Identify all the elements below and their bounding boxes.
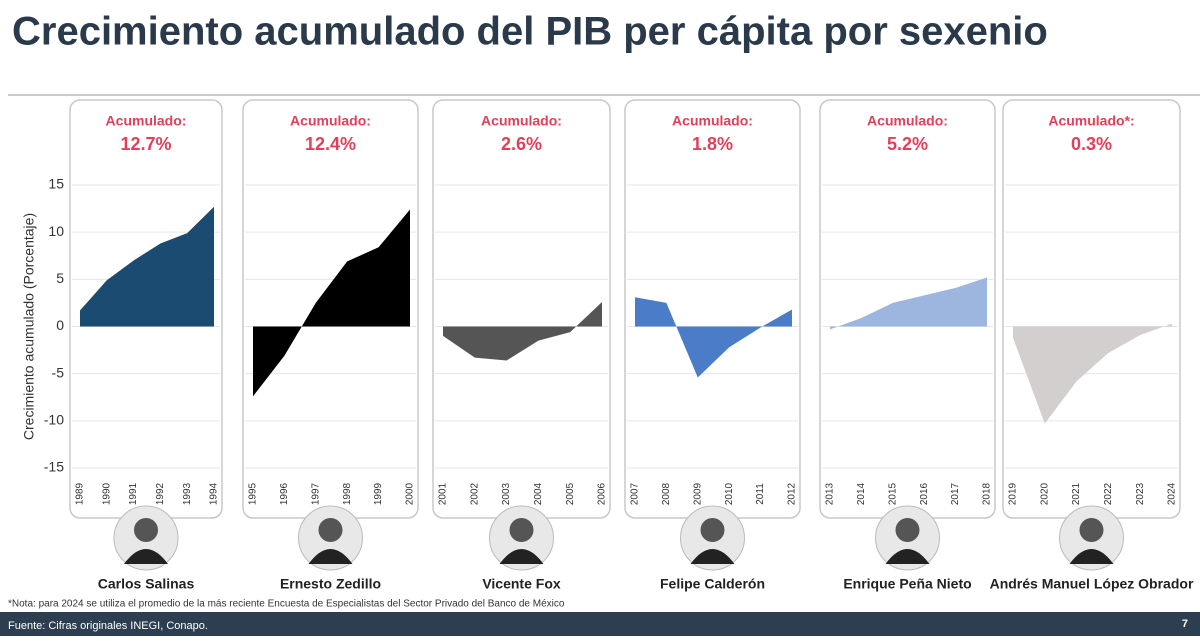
x-tick-label: 2007 <box>630 482 641 505</box>
accumulated-label: Acumulado: <box>867 113 948 129</box>
president-name: Vicente Fox <box>482 576 561 592</box>
y-tick-label: -15 <box>44 459 64 475</box>
x-tick-label: 2022 <box>1103 482 1114 505</box>
accumulated-value: 0.3% <box>1071 134 1112 154</box>
portrait-head <box>895 518 920 542</box>
x-tick-label: 2024 <box>1167 482 1178 505</box>
x-tick-label: 1994 <box>209 482 220 505</box>
x-tick-label: 1998 <box>342 482 353 505</box>
x-tick-label: 1999 <box>373 482 384 505</box>
slide-title: Crecimiento acumulado del PIB per cápita… <box>12 10 1048 54</box>
x-tick-label: 2000 <box>405 482 416 505</box>
portrait-body <box>308 549 353 564</box>
x-tick-label: 2009 <box>692 482 703 505</box>
x-tick-label: 1991 <box>128 482 139 505</box>
x-tick-label: 2001 <box>438 482 449 505</box>
y-tick-label: 5 <box>56 270 64 286</box>
x-tick-label: 2015 <box>887 482 898 505</box>
president-name: Enrique Peña Nieto <box>843 576 971 592</box>
x-tick-label: 2014 <box>856 482 867 505</box>
portrait-body <box>1069 549 1114 564</box>
y-tick-label: 10 <box>48 223 64 239</box>
accumulated-label: Acumulado: <box>481 113 562 129</box>
area <box>443 301 602 361</box>
x-tick-label: 1992 <box>155 482 166 505</box>
x-tick-label: 2003 <box>501 482 512 505</box>
president-name: Felipe Calderón <box>660 576 765 592</box>
x-tick-label: 2020 <box>1039 482 1050 505</box>
x-tick-label: 2002 <box>469 482 480 505</box>
accumulated-label: Acumulado: <box>672 113 753 129</box>
x-tick-label: 2012 <box>787 482 798 505</box>
y-axis-title: Crecimiento acumulado (Porcentaje) <box>21 213 37 440</box>
area <box>1013 323 1172 424</box>
accumulated-label: Acumulado: <box>290 113 371 129</box>
x-tick-label: 1989 <box>75 482 86 505</box>
area <box>830 277 987 330</box>
x-tick-label: 2017 <box>950 482 961 505</box>
source: Fuente: Cifras originales INEGI, Conapo. <box>8 620 208 632</box>
accumulated-value: 5.2% <box>887 134 928 154</box>
x-tick-label: 2011 <box>755 483 766 505</box>
portrait-body <box>124 549 168 564</box>
accumulated-value: 2.6% <box>501 134 542 154</box>
accumulated-value: 12.7% <box>120 134 171 154</box>
page-number: 7 <box>1182 618 1188 630</box>
president-name: Ernesto Zedillo <box>280 576 381 592</box>
x-tick-label: 1990 <box>101 482 112 505</box>
x-tick-label: 2021 <box>1071 482 1082 505</box>
x-tick-label: 1997 <box>310 482 321 505</box>
panel-card <box>1002 99 1181 519</box>
accumulated-value: 1.8% <box>692 134 733 154</box>
x-tick-label: 1996 <box>279 482 290 505</box>
area <box>635 297 792 378</box>
x-tick-label: 2006 <box>597 482 608 505</box>
x-tick-label: 2013 <box>825 482 836 505</box>
portrait-head <box>318 518 343 542</box>
y-tick-label: -10 <box>44 412 64 428</box>
x-tick-label: 1993 <box>182 482 193 505</box>
x-tick-label: 2010 <box>724 482 735 505</box>
portrait-head <box>1079 518 1104 542</box>
footer-bar <box>0 612 1200 636</box>
accumulated-value: 12.4% <box>305 134 356 154</box>
x-tick-label: 2018 <box>982 482 993 505</box>
note: *Nota: para 2024 se utiliza el promedio … <box>8 599 565 610</box>
portrait-head <box>134 518 158 542</box>
x-tick-label: 2005 <box>565 482 576 505</box>
x-tick-label: 2023 <box>1135 482 1146 505</box>
accumulated-label: Acumulado*: <box>1048 113 1134 129</box>
president-name: Andrés Manuel López Obrador <box>990 576 1194 592</box>
area <box>253 209 410 397</box>
panel-card <box>432 99 611 519</box>
y-tick-label: 15 <box>48 176 64 192</box>
x-tick-label: 2004 <box>533 482 544 505</box>
y-tick-label: -5 <box>52 364 65 380</box>
area <box>80 206 214 327</box>
x-tick-label: 2019 <box>1008 482 1019 505</box>
accumulated-label: Acumulado: <box>106 113 187 129</box>
portrait-head <box>509 518 534 542</box>
y-tick-label: 0 <box>56 317 64 333</box>
portrait-head <box>700 518 725 542</box>
x-tick-label: 2008 <box>661 482 672 505</box>
president-name: Carlos Salinas <box>98 576 195 592</box>
x-tick-label: 1995 <box>248 482 259 505</box>
portrait-body <box>499 549 544 564</box>
portrait-body <box>885 549 930 564</box>
portrait-body <box>690 549 735 564</box>
x-tick-label: 2016 <box>919 482 930 505</box>
